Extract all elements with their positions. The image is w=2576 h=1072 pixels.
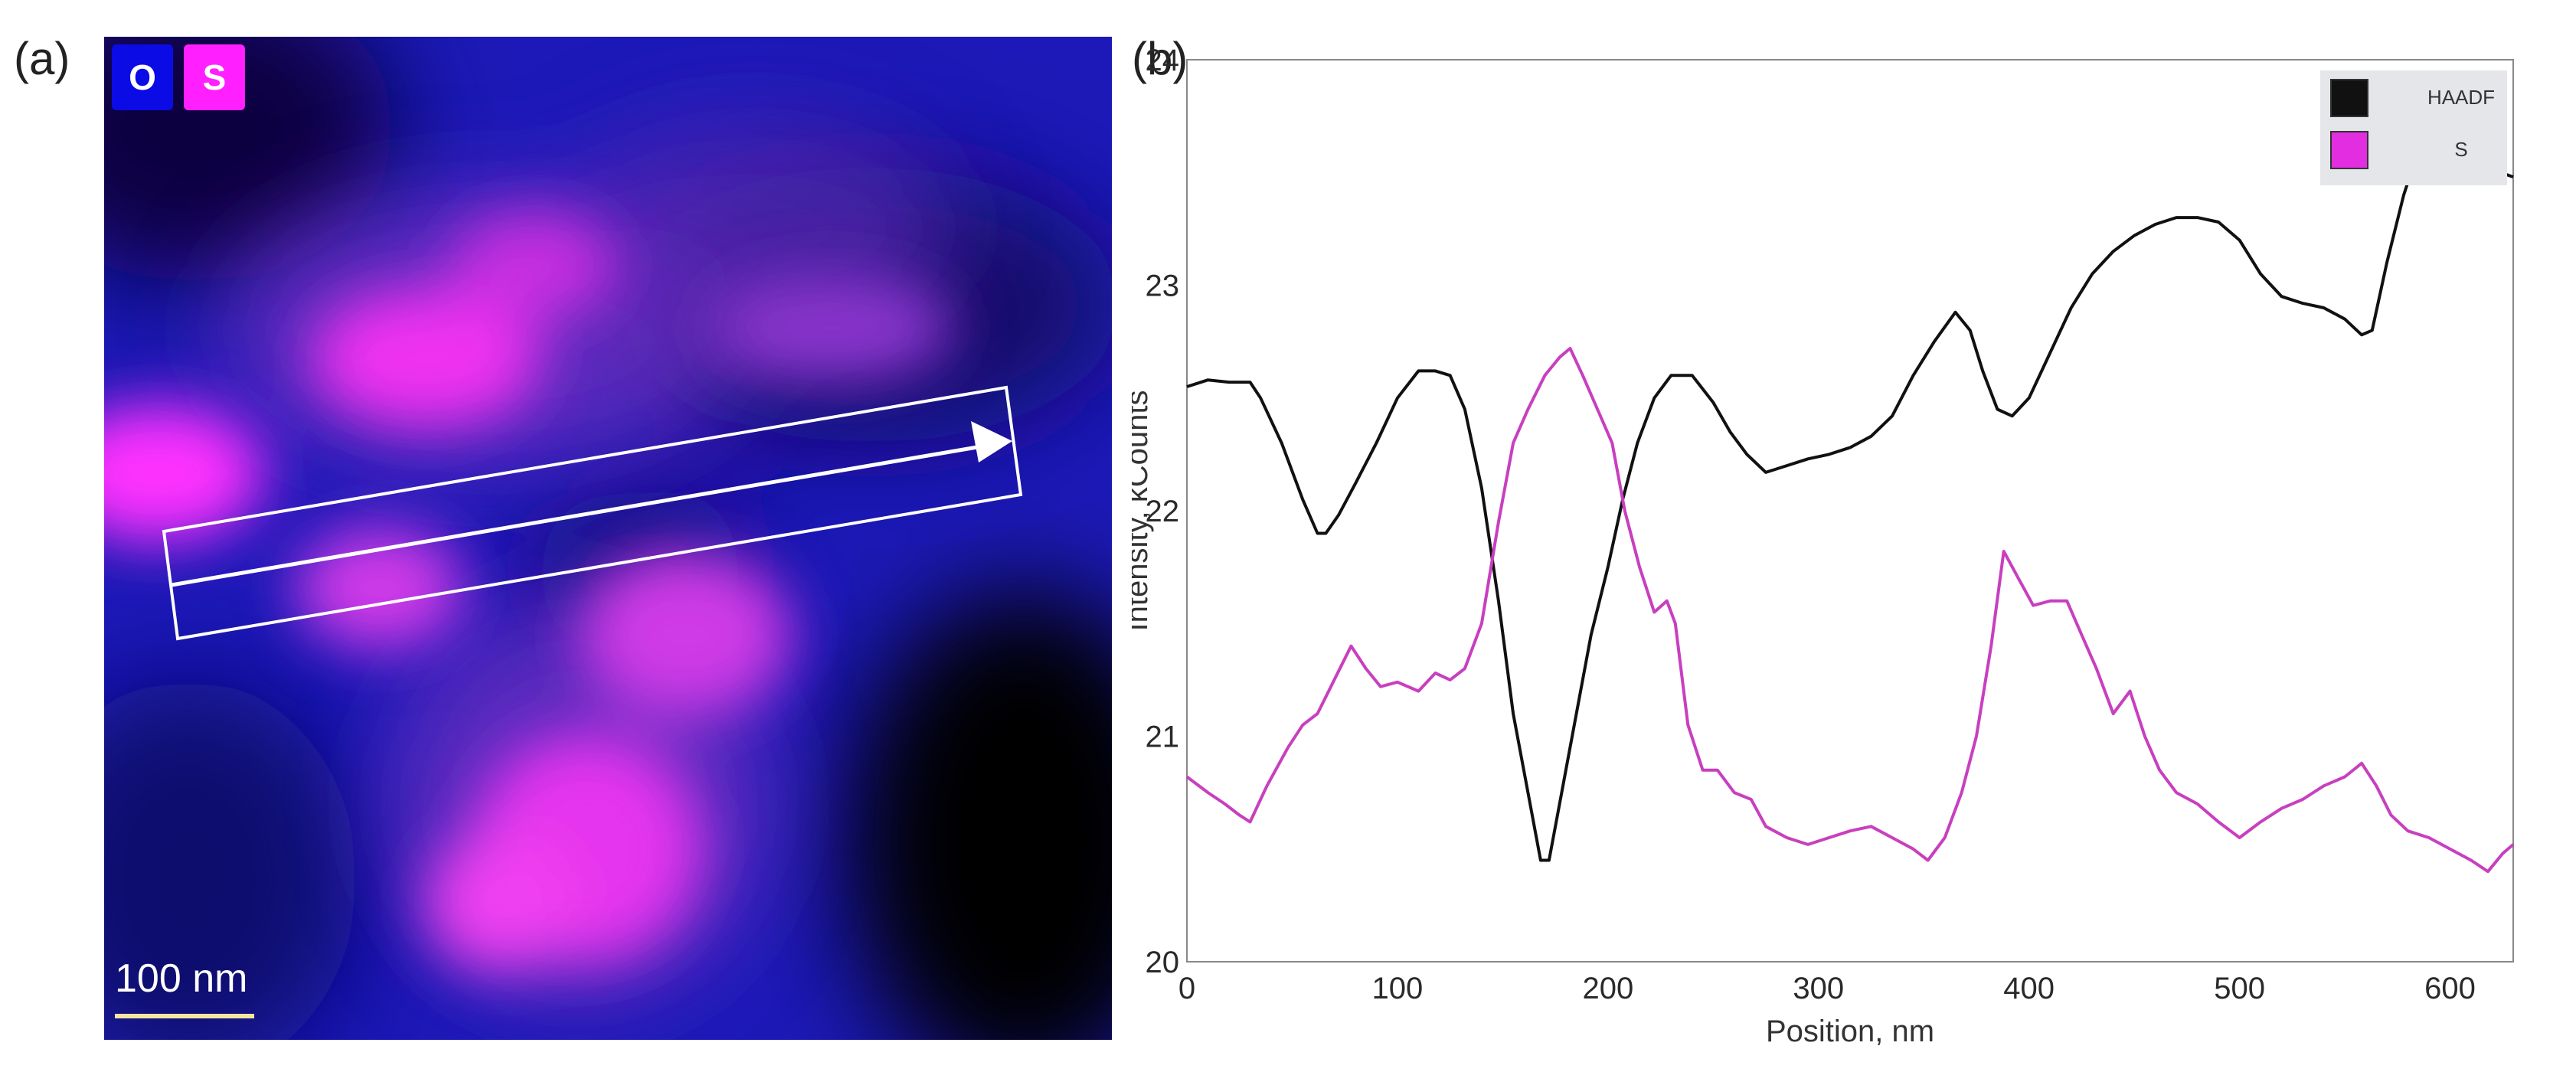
legend-label-haadf: HAADF xyxy=(2427,86,2495,109)
x-tick-label: 600 xyxy=(2424,972,2476,1005)
scan-direction-arrow xyxy=(171,445,978,587)
line-profile-chart: 0 100 200 300 400 500 600 20 21 22 23 24 HAADF S Pos… xyxy=(1132,44,2515,1048)
elemental-map-image xyxy=(104,37,1112,1040)
panel-a-label: (a) xyxy=(14,33,70,84)
line-scan-region xyxy=(162,385,1023,641)
series-line-haadf xyxy=(1186,137,2514,862)
oxygen-legend-chip: O xyxy=(112,44,173,110)
scale-bar xyxy=(115,1014,254,1018)
x-axis-label: Position, nm xyxy=(1766,1015,1934,1048)
y-axis-label: Intensity, kCounts xyxy=(1132,391,1154,632)
plot-frame xyxy=(1186,59,2514,963)
y-tick-label: 24 xyxy=(1146,44,1180,77)
x-tick-label: 300 xyxy=(1793,972,1844,1005)
eds-elemental-map: O S 100 nm xyxy=(104,37,1112,1040)
sulfur-legend-chip: S xyxy=(184,44,245,110)
x-tick-label: 0 xyxy=(1178,972,1195,1005)
legend-swatch-s xyxy=(2330,131,2368,169)
x-tick-label: 400 xyxy=(2003,972,2055,1005)
y-tick-label: 20 xyxy=(1146,946,1180,979)
y-tick-label: 23 xyxy=(1146,270,1180,303)
x-tick-label: 500 xyxy=(2214,972,2265,1005)
x-tick-label: 100 xyxy=(1372,972,1424,1005)
panel-b-label: (b) xyxy=(1132,33,1188,84)
legend-label-s: S xyxy=(2454,138,2467,161)
series-line-s xyxy=(1185,347,2515,874)
y-tick-label: 21 xyxy=(1146,721,1180,754)
arrow-head-icon xyxy=(971,421,1012,462)
scale-bar-label: 100 nm xyxy=(115,956,248,1001)
y-tick-label: 22 xyxy=(1146,495,1180,528)
x-tick-label: 200 xyxy=(1582,972,1633,1005)
legend-swatch-haadf xyxy=(2330,79,2368,117)
